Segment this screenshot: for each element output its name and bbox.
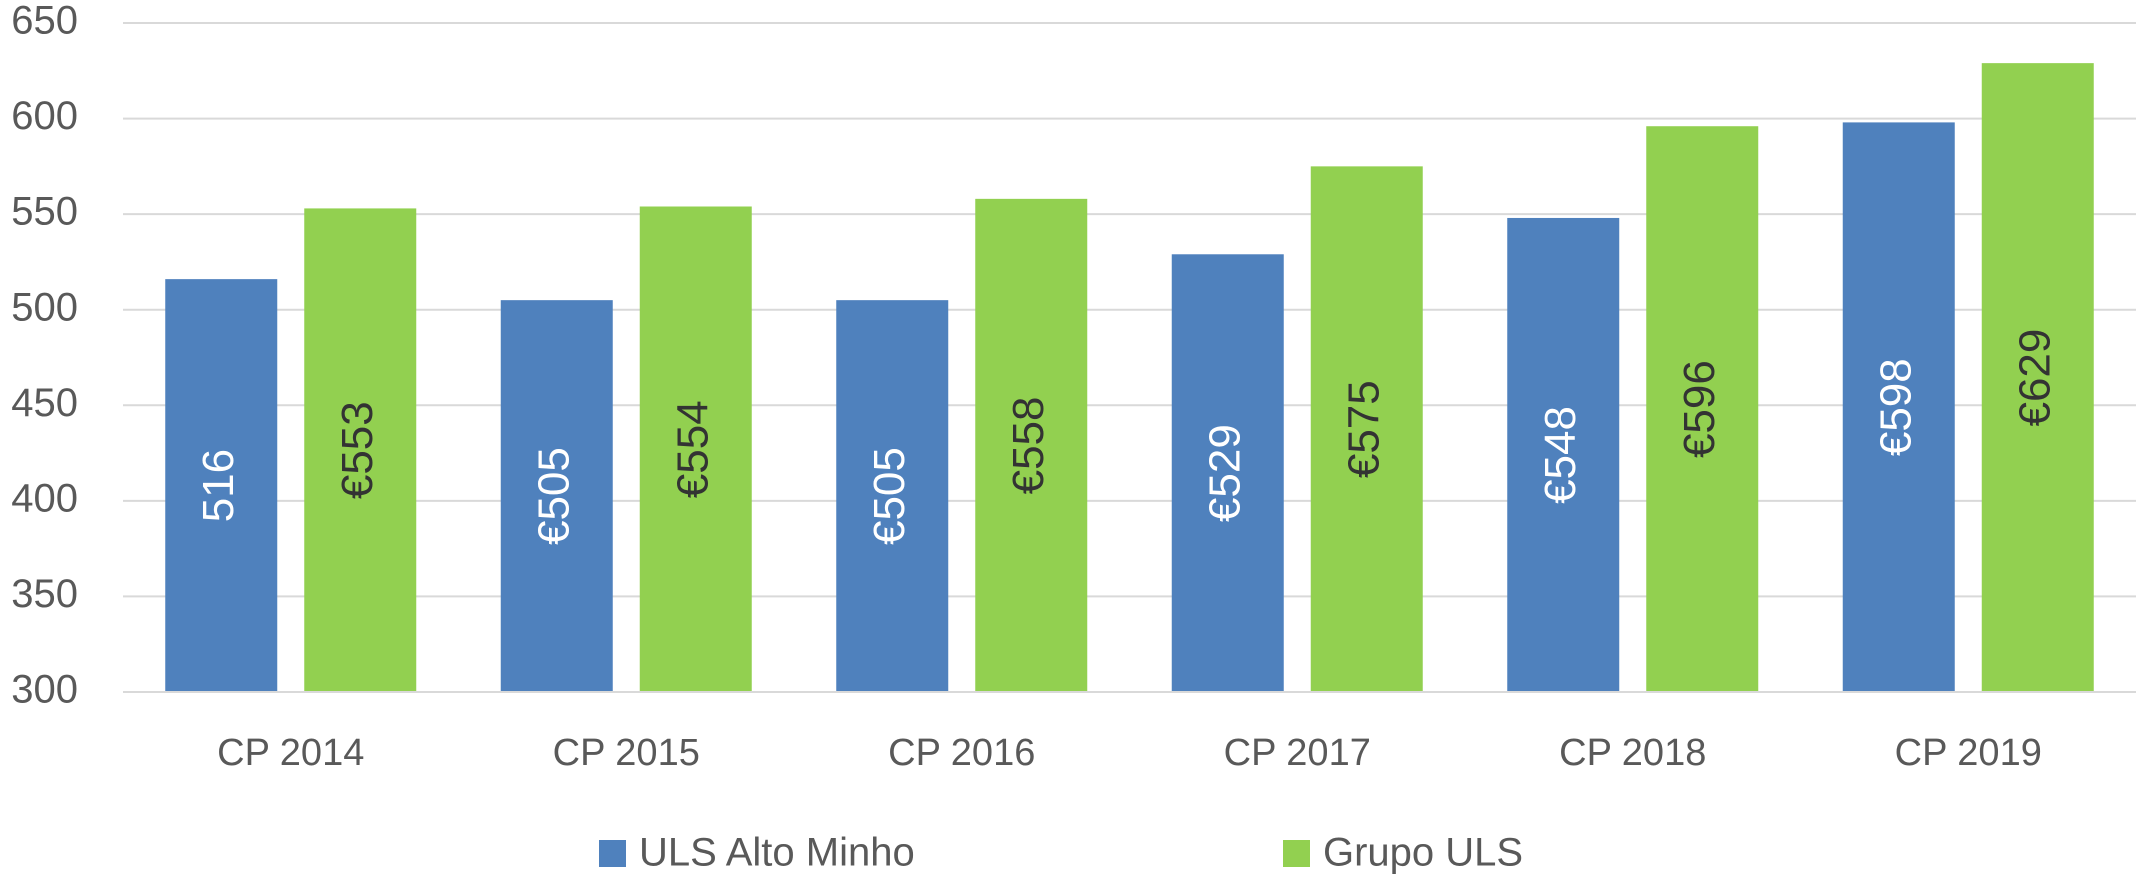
legend-swatch bbox=[1283, 840, 1310, 867]
y-tick-label: 650 bbox=[11, 0, 78, 43]
y-tick-label: 500 bbox=[11, 285, 78, 329]
bar bbox=[1310, 166, 1423, 692]
bar bbox=[1507, 217, 1620, 693]
y-tick-label: 550 bbox=[11, 190, 78, 234]
x-tick-label: CP 2016 bbox=[888, 732, 1035, 774]
y-tick-label: 350 bbox=[11, 572, 78, 616]
y-tick-label: 400 bbox=[11, 476, 78, 520]
legend-label: ULS Alto Minho bbox=[639, 831, 915, 875]
bar bbox=[500, 300, 613, 692]
data-label: €596 bbox=[1675, 360, 1724, 458]
y-tick-label: 300 bbox=[11, 668, 78, 712]
bar bbox=[165, 279, 278, 692]
bar bbox=[836, 300, 949, 692]
data-label: €575 bbox=[1339, 380, 1388, 478]
data-label: €558 bbox=[1004, 396, 1053, 494]
x-tick-label: CP 2014 bbox=[217, 732, 364, 774]
bar bbox=[304, 208, 417, 692]
data-label: 516 bbox=[194, 449, 243, 522]
y-tick-label: 450 bbox=[11, 381, 78, 425]
bar bbox=[1981, 63, 2094, 692]
bar bbox=[975, 198, 1088, 692]
data-label: €598 bbox=[1871, 358, 1920, 456]
x-tick-label: CP 2018 bbox=[1559, 732, 1706, 774]
legend-swatch bbox=[599, 840, 626, 867]
data-label: €629 bbox=[2010, 329, 2059, 427]
bar bbox=[1171, 254, 1284, 693]
data-label: €554 bbox=[668, 400, 717, 498]
y-tick-label: 600 bbox=[11, 94, 78, 138]
bar bbox=[639, 206, 752, 693]
x-tick-label: CP 2017 bbox=[1224, 732, 1371, 774]
x-tick-label: CP 2015 bbox=[553, 732, 700, 774]
data-label: €529 bbox=[1200, 424, 1249, 522]
data-label: €548 bbox=[1536, 406, 1585, 504]
bar bbox=[1646, 126, 1759, 692]
data-label: €505 bbox=[529, 447, 578, 545]
data-label: €505 bbox=[865, 447, 914, 545]
legend-label: Grupo ULS bbox=[1323, 831, 1523, 875]
bar bbox=[1842, 122, 1955, 692]
x-tick-label: CP 2019 bbox=[1895, 732, 2042, 774]
data-label: €553 bbox=[333, 401, 382, 499]
